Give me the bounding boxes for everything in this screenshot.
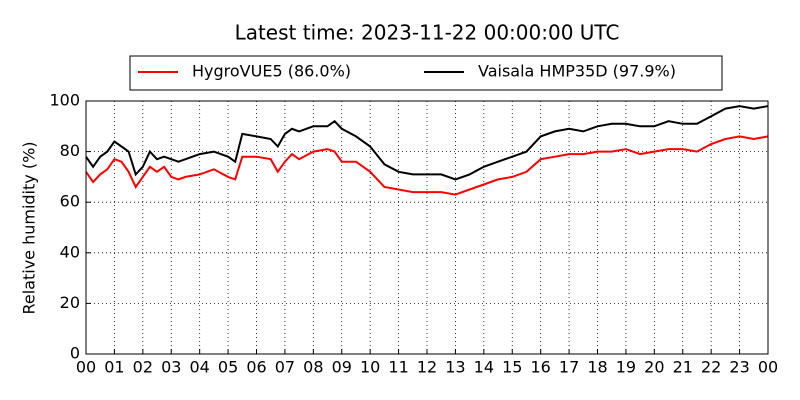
y-tick-label: 100 <box>49 91 80 110</box>
y-tick-label: 80 <box>60 141 80 160</box>
x-tick-label: 02 <box>133 358 153 377</box>
x-tick-label: 16 <box>530 358 550 377</box>
x-tick-label: 19 <box>616 358 636 377</box>
y-tick-label: 60 <box>60 192 80 211</box>
x-tick-label: 13 <box>445 358 465 377</box>
x-tick-label: 08 <box>303 358 323 377</box>
x-tick-label: 18 <box>587 358 607 377</box>
x-tick-label: 17 <box>559 358 579 377</box>
x-tick-label: 14 <box>474 358 494 377</box>
x-tick-label: 11 <box>388 358 408 377</box>
x-tick-label: 06 <box>246 358 266 377</box>
legend-label: HygroVUE5 (86.0%) <box>192 62 351 81</box>
legend-label: Vaisala HMP35D (97.9%) <box>478 62 676 81</box>
x-tick-label: 21 <box>673 358 693 377</box>
series-line <box>85 105 769 181</box>
y-tick-label: 40 <box>60 242 80 261</box>
x-tick-label: 00 <box>758 358 778 377</box>
chart-title: Latest time: 2023-11-22 00:00:00 UTC <box>235 21 620 45</box>
series-line <box>85 135 769 196</box>
x-tick-label: 07 <box>275 358 295 377</box>
y-tick-label: 20 <box>60 293 80 312</box>
plot-frame <box>85 100 769 355</box>
x-tick-label: 05 <box>218 358 238 377</box>
x-tick-label: 20 <box>644 358 664 377</box>
x-tick-label: 04 <box>189 358 209 377</box>
x-tick-label: 03 <box>161 358 181 377</box>
x-tick-label: 15 <box>502 358 522 377</box>
y-axis-label: Relative humidity (%) <box>20 141 39 314</box>
y-tick-label: 0 <box>70 344 80 363</box>
x-tick-label: 00 <box>76 358 96 377</box>
x-tick-label: 22 <box>701 358 721 377</box>
x-tick-label: 09 <box>332 358 352 377</box>
x-tick-label: 23 <box>729 358 749 377</box>
x-tick-label: 12 <box>417 358 437 377</box>
x-tick-label: 10 <box>360 358 380 377</box>
x-tick-label: 01 <box>104 358 124 377</box>
